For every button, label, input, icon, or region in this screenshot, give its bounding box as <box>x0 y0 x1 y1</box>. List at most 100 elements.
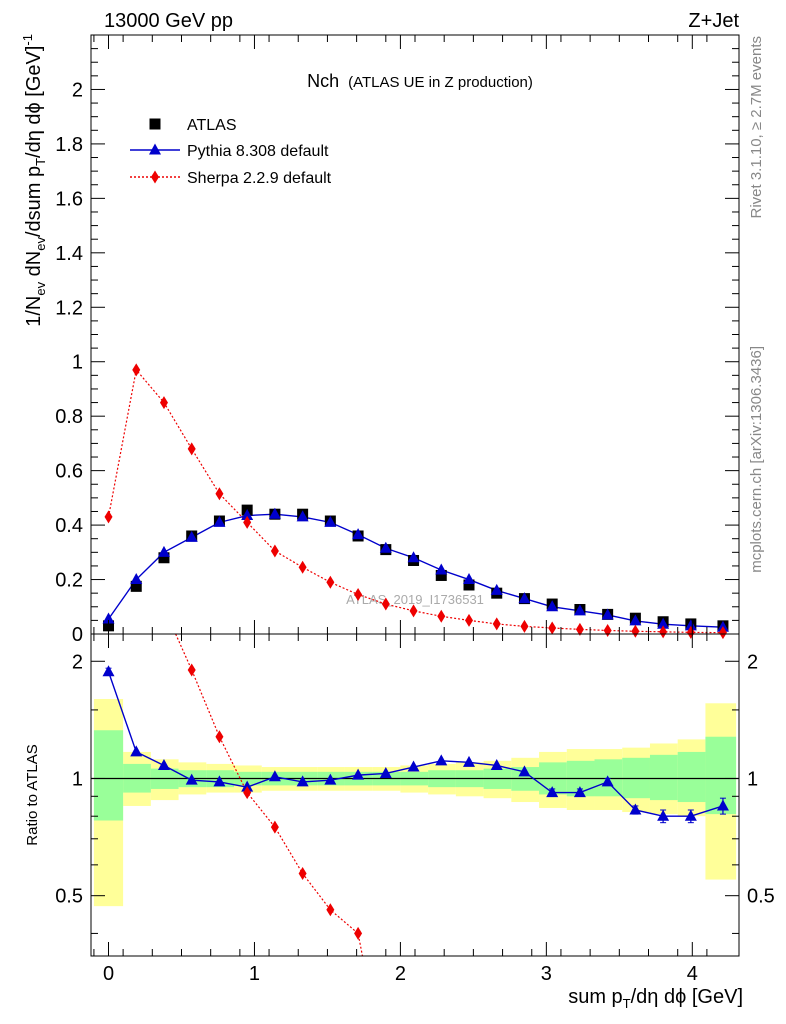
main-ytick-label: 0 <box>72 624 83 646</box>
main-point-s1-1 <box>130 573 143 585</box>
ratio-band-inner-21 <box>677 751 706 803</box>
main-point-s2-7 <box>298 560 307 574</box>
ratio-point-pythia-3 <box>185 773 198 785</box>
ratio-plot-layer <box>91 633 739 957</box>
main-panel: ATLAS_2019_I1736531 0 0.2 0.4 0.6 0.8 1 1.2 1.4… <box>20 34 740 646</box>
legend-label-2: Sherpa 2.2.9 default <box>187 170 332 187</box>
ratio-point-pythia-6 <box>268 770 281 782</box>
main-ytick-label: 1.8 <box>55 134 83 156</box>
main-point-s1-11 <box>407 551 420 563</box>
ratio-xlabel: sum pT/dη dϕ [GeV] <box>568 986 743 1011</box>
main-point-s1-8 <box>324 515 337 527</box>
ratio-point-sherpa-3 <box>187 663 196 677</box>
ratio-point-pythia-21 <box>684 809 697 821</box>
ratio-point-pythia-11 <box>407 760 420 772</box>
ratio-point-sherpa-6 <box>270 820 279 834</box>
ratio-point-pythia-17 <box>573 786 586 798</box>
ratio-xtick-label: 1 <box>249 963 260 985</box>
ratio-point-pythia-19 <box>629 803 642 815</box>
main-point-s1-18 <box>601 608 614 620</box>
main-ytick-label: 2 <box>72 79 83 101</box>
main-point-s2-14 <box>492 617 501 631</box>
main-point-s2-12 <box>437 609 446 623</box>
ratio-point-pythia-7 <box>296 775 309 787</box>
ratio-panel: 0.5 0.5 1 1 2 2 0 1 2 3 4 Ratio to ATLAS sum pT/dη… <box>24 633 775 1011</box>
main-point-s1-21 <box>684 619 697 631</box>
ratio-ytick-label-right: 0.5 <box>747 886 775 908</box>
ratio-point-pythia-16 <box>546 786 559 798</box>
ratio-band-inner-0 <box>93 730 124 821</box>
main-point-s1-20 <box>657 617 670 629</box>
ratio-xtick-label: 4 <box>687 963 698 985</box>
main-point-s1-9 <box>352 528 365 540</box>
mcplots-label: mcplots.cern.ch [arXiv:1306.3436] <box>748 346 765 573</box>
ratio-xtick-label: 0 <box>103 963 114 985</box>
main-point-s2-20 <box>659 625 668 639</box>
main-ylabel: 1/Nev dNev/dsum pT/dη dϕ [GeV]-1 <box>20 34 48 327</box>
ratio-point-pythia-10 <box>379 766 392 778</box>
ratio-point-pythia-9 <box>352 768 365 780</box>
watermark: ATLAS_2019_I1736531 <box>346 592 484 607</box>
main-point-s1-10 <box>379 541 392 553</box>
main-point-s2-16 <box>548 621 557 635</box>
ratio-point-pythia-4 <box>213 775 226 787</box>
main-point-s1-0 <box>102 612 115 624</box>
ratio-xtick-label: 3 <box>541 963 552 985</box>
ratio-point-sherpa-9 <box>354 926 363 940</box>
main-point-s2-21 <box>686 625 695 639</box>
ratio-point-pythia-2 <box>157 758 170 770</box>
main-point-s1-17 <box>573 604 586 616</box>
main-ytick-label: 1.4 <box>55 243 83 265</box>
main-point-s1-15 <box>518 592 531 604</box>
ratio-ylabel: Ratio to ATLAS <box>24 744 41 845</box>
main-point-s2-11 <box>409 604 418 618</box>
main-point-s0-13 <box>463 579 475 591</box>
main-point-s2-5 <box>243 515 252 529</box>
ratio-point-sherpa-8 <box>326 903 335 917</box>
main-title-sub: (ATLAS UE in Z production) <box>348 74 533 91</box>
main-point-s1-13 <box>463 573 475 585</box>
legend-label-1: Pythia 8.308 default <box>187 143 329 160</box>
main-ytick-label: 1.6 <box>55 188 83 210</box>
ratio-point-pythia-13 <box>463 755 475 767</box>
main-line-2 <box>107 368 723 634</box>
main-point-s2-9 <box>354 588 363 602</box>
main-point-s2-4 <box>215 487 224 501</box>
main-title-main: Nch <box>307 71 339 91</box>
ratio-point-pythia-12 <box>435 754 448 766</box>
main-point-s1-19 <box>629 614 642 626</box>
main-point-s2-1 <box>132 363 141 377</box>
main-ytick-label: 0.8 <box>55 406 83 428</box>
main-ytick-label: 0.6 <box>55 461 83 483</box>
ratio-ytick-label-right: 1 <box>747 768 758 790</box>
main-point-s1-16 <box>546 600 559 612</box>
ratio-point-pythia-18 <box>601 775 614 787</box>
ratio-ytick-label: 0.5 <box>55 886 83 908</box>
ratio-point-pythia-20 <box>657 809 670 821</box>
main-point-s0-12 <box>435 569 447 581</box>
main-ytick-label: 0.4 <box>55 515 83 537</box>
ratio-point-pythia-1 <box>130 745 143 757</box>
main-title: Nch (ATLAS UE in Z production) <box>307 71 533 91</box>
ratio-point-pythia-14 <box>490 758 503 770</box>
main-point-s2-18 <box>603 623 612 637</box>
ratio-xtick-label: 2 <box>395 963 406 985</box>
main-point-s1-7 <box>296 510 309 522</box>
main-point-s1-6 <box>268 507 281 519</box>
legend-marker-1 <box>149 143 161 155</box>
legend-marker-0 <box>149 118 161 130</box>
main-ytick-label: 0.2 <box>55 570 83 592</box>
header-right: Z+Jet <box>688 10 739 32</box>
main-point-s2-13 <box>465 613 473 627</box>
rivet-label: Rivet 3.1.10, ≥ 2.7M events <box>748 36 765 219</box>
main-point-s1-5 <box>241 509 254 521</box>
main-point-s2-15 <box>520 619 529 633</box>
main-point-s2-3 <box>187 442 196 456</box>
ratio-point-pythia-22 <box>716 799 729 811</box>
ratio-point-sherpa-7 <box>298 867 307 881</box>
legend-marker-2 <box>151 170 159 184</box>
main-ytick-label: 1.2 <box>55 297 83 319</box>
ratio-band-inner-22 <box>705 736 737 815</box>
main-point-s2-17 <box>575 622 584 636</box>
ratio-axes: 0.5 0.5 1 1 2 2 0 1 2 3 4 <box>55 634 775 985</box>
